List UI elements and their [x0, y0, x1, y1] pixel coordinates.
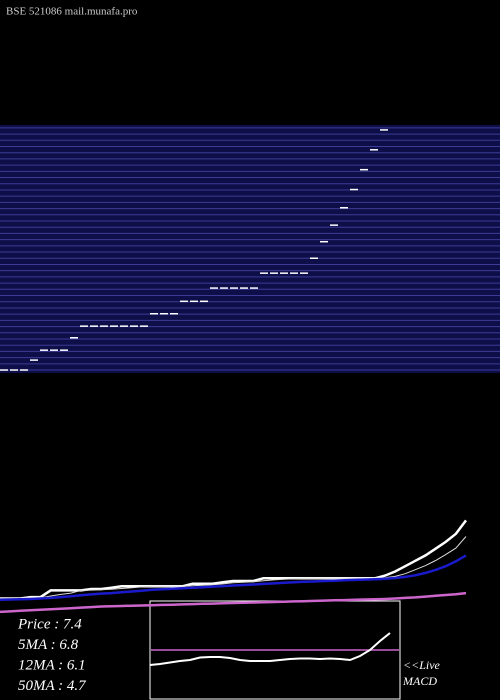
legend-label: 50MA : 4.7: [18, 678, 87, 694]
price-band: [0, 124, 500, 374]
live-label: <<Live: [403, 658, 441, 672]
ma-line: [0, 554, 467, 602]
ma-line: [0, 519, 467, 600]
chart-title: BSE 521086 mail.munafa.pro: [6, 6, 138, 18]
legend-label: 12MA : 6.1: [18, 657, 86, 673]
legend-label: 5MA : 6.8: [18, 637, 79, 653]
macd-label: MACD: [402, 674, 437, 688]
macd-line: [149, 632, 391, 666]
ma-line: [0, 591, 467, 614]
legend-label: Price : 7.4: [17, 616, 82, 632]
ma-line: [0, 536, 467, 599]
